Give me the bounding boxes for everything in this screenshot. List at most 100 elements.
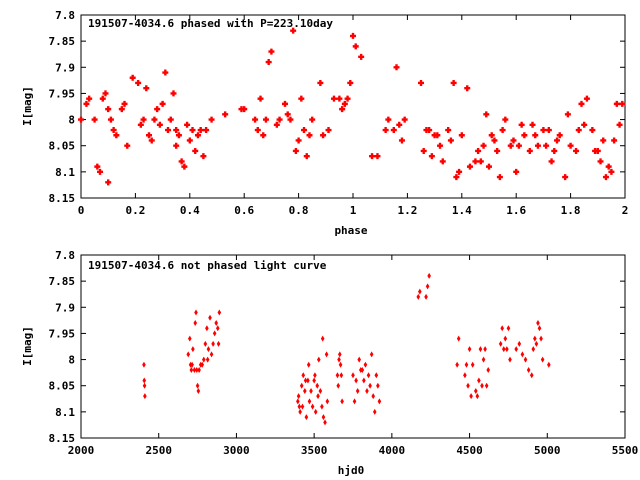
data-point (320, 335, 325, 342)
data-point (611, 137, 618, 144)
data-point (296, 393, 301, 400)
data-point (358, 53, 365, 60)
data-point (532, 132, 539, 139)
data-point (124, 142, 131, 149)
data-point (201, 356, 206, 363)
data-point (260, 132, 267, 139)
data-point (200, 153, 207, 160)
data-point (337, 351, 342, 358)
data-point (203, 127, 210, 134)
data-point (209, 351, 214, 358)
data-point (162, 69, 169, 76)
data-point (564, 111, 571, 118)
data-point (508, 356, 512, 363)
data-point (481, 356, 486, 363)
chart-title-unphased: 191507-4034.6 not phased light curve (88, 259, 327, 272)
data-point (355, 387, 360, 394)
data-point (265, 59, 272, 66)
data-point (94, 163, 101, 170)
data-point (102, 90, 109, 97)
data-point (222, 111, 229, 118)
x-tick-label: 0.6 (234, 204, 254, 217)
data-point (306, 132, 313, 139)
y-axis-label-mag-top: I[mag] (21, 86, 34, 126)
data-point (393, 64, 400, 71)
data-point (216, 340, 221, 347)
data-point (354, 377, 358, 384)
data-point (301, 372, 306, 379)
data-point (170, 90, 177, 97)
data-point (374, 372, 379, 379)
data-point (284, 111, 291, 118)
data-point (298, 408, 302, 415)
data-point (486, 163, 492, 170)
data-point (458, 132, 465, 139)
data-point (215, 325, 220, 332)
y-tick-label: 7.8 (55, 9, 75, 22)
data-point (506, 325, 511, 332)
data-point (206, 346, 211, 353)
data-point (297, 403, 302, 410)
data-point (543, 142, 550, 149)
data-point (165, 127, 172, 134)
data-point (453, 174, 460, 181)
y-tick-label: 7.95 (49, 87, 76, 100)
data-points (142, 272, 551, 426)
data-point (252, 116, 259, 123)
data-point (193, 319, 198, 326)
y-tick-label: 7.9 (55, 301, 75, 314)
data-point (295, 137, 302, 144)
data-point (418, 79, 424, 86)
data-point (340, 398, 344, 405)
data-point (605, 163, 612, 170)
data-point (456, 168, 463, 175)
y-tick-label: 7.9 (55, 61, 75, 74)
data-point (515, 142, 522, 149)
data-point (382, 127, 389, 134)
data-point (505, 346, 509, 353)
data-point (464, 85, 471, 92)
data-point (533, 335, 537, 342)
data-point (510, 137, 517, 144)
y-tick-label: 8.1 (55, 406, 75, 419)
y-tick-label: 7.8 (55, 249, 75, 262)
data-point (214, 319, 219, 326)
data-point (241, 106, 248, 113)
data-point (486, 367, 491, 374)
data-point (469, 393, 473, 400)
data-point (344, 95, 351, 102)
data-point (91, 116, 98, 123)
data-point (148, 137, 155, 144)
data-point (173, 142, 180, 149)
data-point (529, 121, 536, 128)
data-point (600, 137, 607, 144)
data-point (298, 95, 305, 102)
data-point (143, 393, 147, 400)
data-point (338, 361, 343, 368)
data-point (312, 377, 316, 384)
y-axis-label-mag-bottom: I[mag] (21, 326, 34, 366)
y-tick-label: 7.85 (49, 275, 76, 288)
unphased-light-curve-plot: 191507-4034.6 not phased light curve hjd… (21, 249, 638, 477)
data-point (357, 356, 362, 363)
data-point (425, 283, 430, 290)
data-point (351, 372, 355, 379)
data-point (107, 116, 114, 123)
data-point (151, 116, 158, 123)
data-point (336, 382, 341, 389)
data-point (554, 137, 560, 144)
data-point (426, 127, 433, 134)
data-point (501, 346, 506, 353)
data-point (526, 147, 533, 154)
data-point (321, 414, 326, 421)
data-point (365, 387, 369, 394)
data-point (110, 127, 117, 134)
data-point (203, 340, 208, 347)
data-point (208, 116, 215, 123)
data-point (502, 116, 509, 123)
x-tick-label: 2000 (68, 444, 95, 457)
data-point (212, 330, 217, 337)
data-point (301, 127, 308, 134)
data-point (339, 372, 344, 379)
data-point (257, 95, 264, 102)
